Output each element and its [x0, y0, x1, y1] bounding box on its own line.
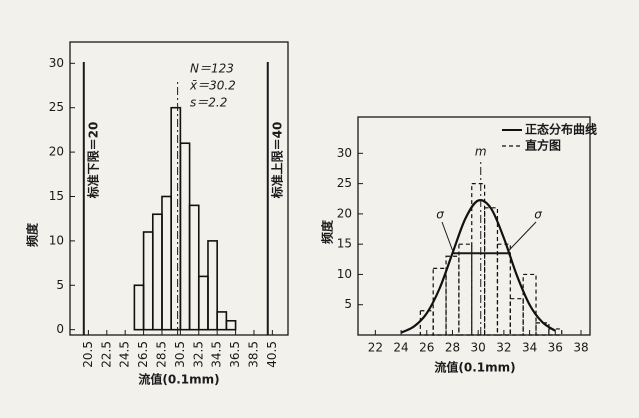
histogram-bar: [133, 284, 145, 331]
histogram-bar: [142, 231, 154, 331]
histogram-bar: [458, 243, 473, 336]
y-tick-label: 20: [337, 206, 352, 220]
mean-label: m: [475, 145, 487, 159]
x-tick-label: 28: [445, 341, 460, 355]
x-tick-label: 22.5: [99, 341, 113, 368]
sigma-arrow: [441, 221, 453, 251]
y-tick-label: 5: [56, 278, 64, 292]
x-tick-label: 30.5: [173, 341, 187, 368]
histogram-bar: [161, 195, 172, 331]
plot-frame: [357, 116, 591, 336]
x-tick-label: 26: [419, 341, 434, 355]
histogram-bar: [225, 319, 237, 331]
plot-frame: [69, 41, 289, 336]
x-axis-label: 流值(0.1mm): [434, 360, 515, 375]
sigma-label: σ: [436, 208, 444, 222]
x-tick-label: 22: [368, 341, 383, 355]
x-tick-label: 34: [522, 341, 537, 355]
histogram-bar: [179, 142, 191, 331]
y-tick-label: 0: [56, 322, 64, 336]
y-axis-label: 频度: [320, 219, 335, 244]
x-tick-label: 38.5: [246, 341, 260, 368]
x-tick-label: 32.5: [191, 341, 205, 368]
y-tick-label: 10: [49, 233, 64, 247]
x-tick-label: 26.5: [136, 341, 150, 368]
histogram-bar: [207, 240, 218, 331]
histogram-bar: [548, 328, 563, 336]
stat-label: N＝123: [190, 62, 234, 76]
x-tick-label: 30: [471, 341, 486, 355]
x-tick-label: 24: [393, 341, 408, 355]
limit-label: 标准上限＝40: [269, 122, 284, 200]
y-tick-label: 15: [337, 237, 352, 251]
sigma-label: σ: [534, 208, 542, 222]
y-tick-label: 15: [49, 189, 64, 203]
normal-curve: [400, 199, 556, 334]
x-tick-label: 40.5: [265, 341, 279, 368]
y-tick-label: 20: [49, 145, 64, 159]
legend-label: 正态分布曲线: [525, 122, 597, 137]
x-tick-label: 36: [548, 341, 563, 355]
histogram-bar: [216, 311, 228, 331]
histogram-bar: [471, 183, 486, 336]
y-tick-label: 30: [49, 56, 64, 70]
histogram-bar: [197, 275, 209, 331]
limit-label: 标准下限＝20: [85, 122, 100, 200]
y-tick-label: 30: [337, 146, 352, 160]
histogram-bar: [509, 298, 524, 336]
histogram-bar: [496, 243, 511, 336]
histogram-bar: [188, 204, 200, 331]
x-tick-label: 36.5: [228, 341, 242, 368]
x-tick-label: 34.5: [210, 341, 224, 368]
histogram-bar: [535, 322, 550, 336]
sigma-arrow: [508, 221, 537, 251]
x-tick-label: 28.5: [154, 341, 168, 368]
y-tick-label: 25: [337, 176, 352, 190]
legend-label: 直方图: [525, 138, 561, 153]
y-tick-label: 5: [344, 297, 352, 311]
x-axis-label: 流值(0.1mm): [138, 372, 219, 387]
histogram-bar: [522, 273, 537, 336]
x-tick-label: 38: [573, 341, 588, 355]
x-tick-label: 24.5: [118, 341, 132, 368]
x-tick-label: 20.5: [81, 341, 95, 368]
histogram-bar: [170, 106, 182, 331]
x-tick-label: 32: [496, 341, 511, 355]
y-tick-label: 10: [337, 267, 352, 281]
y-tick-label: 25: [49, 100, 64, 114]
y-axis-label: 频度: [25, 222, 40, 247]
histogram-bar: [484, 207, 499, 336]
stat-label: s＝2.2: [190, 96, 227, 110]
histogram-bar: [432, 267, 447, 336]
histogram-bar: [419, 310, 434, 336]
histogram-bar: [151, 213, 163, 331]
stat-label: x̄＝30.2: [189, 79, 236, 93]
